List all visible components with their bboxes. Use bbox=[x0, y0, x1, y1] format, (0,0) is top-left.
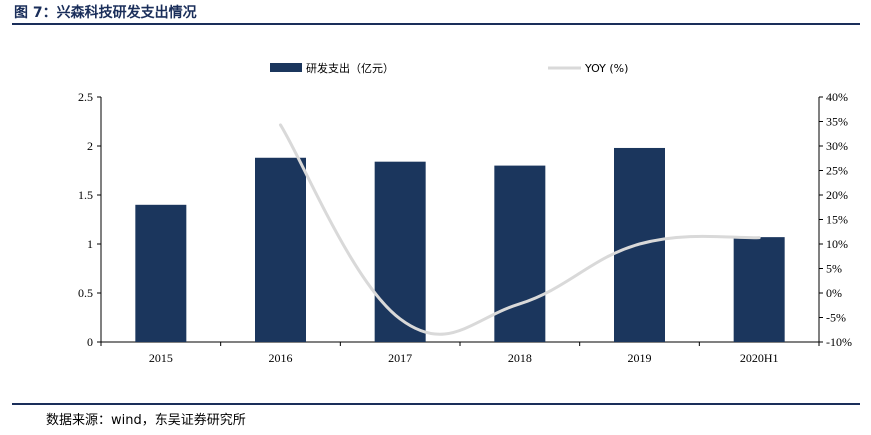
source-note: 数据来源：wind，东吴证券研究所 bbox=[46, 413, 246, 428]
right-tick-label: -5% bbox=[826, 311, 846, 325]
yoy-line-group bbox=[279, 123, 761, 336]
bar-2018 bbox=[494, 165, 546, 342]
bottom-rule bbox=[12, 403, 860, 405]
bar-2016 bbox=[255, 157, 306, 342]
bar-2015 bbox=[135, 204, 187, 342]
left-tick-label: 2.5 bbox=[78, 90, 93, 104]
x-tick-label: 2017 bbox=[388, 351, 412, 365]
x-tick-label: 2020H1 bbox=[740, 351, 779, 365]
right-tick-label: 20% bbox=[826, 188, 848, 202]
x-tick-label: 2015 bbox=[149, 351, 173, 365]
right-tick-label: 30% bbox=[826, 139, 848, 153]
legend-bar-label: 研发支出（亿元） bbox=[306, 61, 394, 75]
yoy-line bbox=[279, 123, 761, 336]
axes: 0 0.5 1 1.5 2 2.5 -10% -5% 0% 5% 10% 15% 20% 25% 30% 35… bbox=[78, 90, 852, 365]
right-tick-label: -10% bbox=[826, 335, 852, 349]
left-tick-label: 0 bbox=[87, 335, 93, 349]
right-tick-label: 40% bbox=[826, 90, 848, 104]
left-tick-label: 0.5 bbox=[78, 286, 93, 300]
legend-bar-swatch bbox=[270, 63, 302, 72]
chart-title: 图 7：兴森科技研发支出情况 bbox=[14, 5, 197, 21]
left-tick-label: 1.5 bbox=[78, 188, 93, 202]
legend: 研发支出（亿元） YOY (%) bbox=[270, 61, 628, 75]
right-tick-label: 15% bbox=[826, 213, 848, 227]
legend-line-label: YOY (%) bbox=[584, 62, 628, 75]
x-tick-label: 2016 bbox=[269, 351, 293, 365]
left-tick-label: 2 bbox=[87, 139, 93, 153]
top-rule bbox=[12, 23, 860, 25]
right-tick-label: 0% bbox=[826, 286, 842, 300]
right-tick-label: 25% bbox=[826, 164, 848, 178]
right-tick-label: 35% bbox=[826, 115, 848, 129]
bars bbox=[135, 147, 785, 342]
bar-2020H1 bbox=[733, 237, 785, 342]
x-tick-label: 2019 bbox=[628, 351, 652, 365]
right-tick-label: 5% bbox=[826, 262, 842, 276]
left-tick-label: 1 bbox=[87, 237, 93, 251]
bar-2017 bbox=[374, 161, 426, 342]
right-tick-label: 10% bbox=[826, 237, 848, 251]
chart: 研发支出（亿元） YOY (%) 0 0.5 1 1.5 2 2.5 -10% -5% 0% 5%… bbox=[78, 61, 852, 365]
x-tick-label: 2018 bbox=[508, 351, 532, 365]
